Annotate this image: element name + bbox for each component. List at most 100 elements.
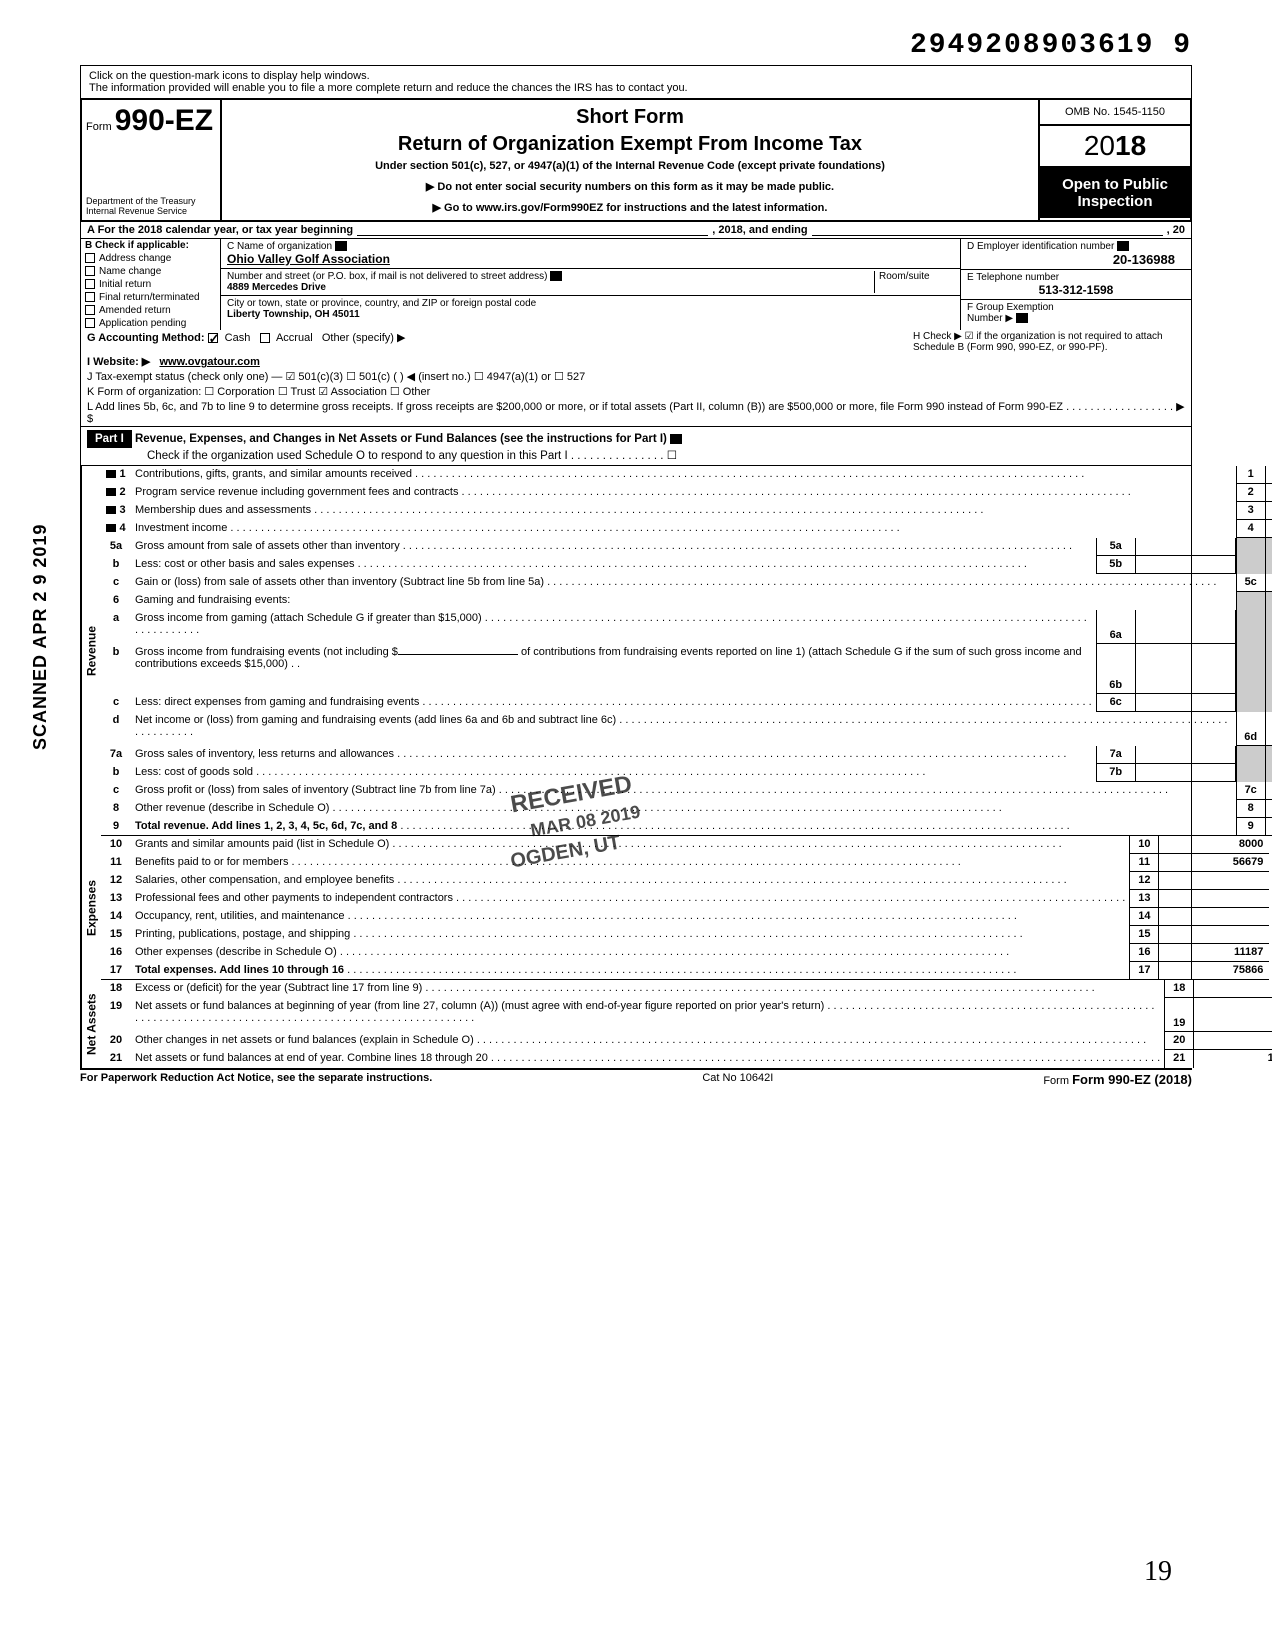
street-address: 4889 Mercedes Drive — [227, 282, 326, 293]
line-13-desc: Professional fees and other payments to … — [131, 890, 1129, 908]
line-14-value — [1159, 908, 1269, 926]
part-1-check: Check if the organization used Schedule … — [147, 450, 677, 462]
org-name: Ohio Valley Golf Association — [227, 252, 390, 266]
line-16-desc: Other expenses (describe in Schedule O) — [131, 944, 1129, 962]
line-12-desc: Salaries, other compensation, and employ… — [131, 872, 1129, 890]
line-20-value — [1194, 1032, 1272, 1050]
line-7c-desc: Gross profit or (loss) from sales of inv… — [131, 782, 1236, 800]
form-header: Form 990-EZ Department of the Treasury I… — [80, 98, 1192, 222]
part-1-header-row: Part I Revenue, Expenses, and Changes in… — [80, 427, 1192, 466]
scanned-stamp: SCANNED APR 2 9 2019 — [30, 524, 51, 750]
line-6-desc: Gaming and fundraising events: — [131, 592, 1236, 610]
line-15-desc: Printing, publications, postage, and shi… — [131, 926, 1129, 944]
line-4-value: 27 — [1266, 520, 1272, 538]
help-icon[interactable] — [106, 488, 116, 496]
help-line-1: Click on the question-mark icons to disp… — [89, 70, 1183, 82]
section-bcd: B Check if applicable: Address change Na… — [80, 239, 1192, 330]
line-10-value: 8000 — [1159, 836, 1269, 854]
line-5a-desc: Gross amount from sale of assets other t… — [131, 538, 1096, 556]
footer: For Paperwork Reduction Act Notice, see … — [80, 1069, 1192, 1089]
line-5c-value — [1266, 574, 1272, 592]
part-1-label: Part I — [87, 430, 132, 448]
checkbox-initial[interactable] — [85, 279, 95, 289]
line-4-desc: Investment income — [131, 520, 1236, 538]
help-icon[interactable] — [106, 506, 116, 514]
column-c-org-info: C Name of organization Ohio Valley Golf … — [221, 239, 961, 330]
help-icon[interactable] — [550, 271, 562, 281]
line-9-value: 77195 — [1266, 818, 1272, 835]
line-18-desc: Excess or (deficit) for the year (Subtra… — [131, 980, 1164, 998]
line-8-value — [1266, 800, 1272, 818]
department-label: Department of the Treasury Internal Reve… — [86, 196, 216, 216]
form-meta-box: OMB No. 1545-1150 2018 Open to Public In… — [1040, 100, 1190, 220]
lines-g-to-l: G Accounting Method: Cash Accrual Other … — [80, 330, 1192, 427]
line-15-value — [1159, 926, 1269, 944]
line-6d-value — [1266, 712, 1272, 746]
checkbox-cash[interactable] — [208, 333, 218, 343]
line-j: J Tax-exempt status (check only one) — ☑… — [87, 370, 905, 383]
line-h: H Check ▶ ☑ if the organization is not r… — [905, 331, 1185, 353]
column-def: D Employer identification number 20-1369… — [961, 239, 1191, 330]
line-8-desc: Other revenue (describe in Schedule O) — [131, 800, 1236, 818]
line-6a-desc: Gross income from gaming (attach Schedul… — [131, 610, 1096, 644]
line-2-desc: Program service revenue including govern… — [131, 484, 1236, 502]
help-icon[interactable] — [106, 524, 116, 532]
line-11-desc: Benefits paid to or for members — [131, 854, 1129, 872]
row-a-calendar-year: A For the 2018 calendar year, or tax yea… — [80, 222, 1192, 239]
line-10-desc: Grants and similar amounts paid (list in… — [131, 836, 1129, 854]
line-i: I Website: ▶ www.ovgatour.com — [87, 355, 905, 368]
checkbox-final[interactable] — [85, 292, 95, 302]
line-20-desc: Other changes in net assets or fund bala… — [131, 1032, 1164, 1050]
website-value: www.ovgatour.com — [159, 356, 259, 368]
city-state-zip: Liberty Township, OH 45011 — [227, 309, 360, 320]
line-6d-desc: Net income or (loss) from gaming and fun… — [131, 712, 1236, 746]
line-l: L Add lines 5b, 6c, and 7b to line 9 to … — [81, 399, 1191, 426]
line-7b-desc: Less: cost of goods sold — [131, 764, 1096, 782]
line-6b-desc: Gross income from fundraising events (no… — [131, 644, 1096, 694]
checkbox-amended[interactable] — [85, 305, 95, 315]
line-g: G Accounting Method: Cash Accrual Other … — [87, 331, 905, 353]
line-14-desc: Occupancy, rent, utilities, and maintena… — [131, 908, 1129, 926]
tax-year: 2018 — [1040, 126, 1190, 168]
checkbox-accrual[interactable] — [260, 333, 270, 343]
line-19-value: 9053 — [1194, 998, 1272, 1032]
help-icon[interactable] — [335, 241, 347, 251]
main-table: Revenue 1 Contributions, gifts, grants, … — [80, 466, 1192, 1069]
document-number: 2949208903619 9 — [80, 30, 1192, 61]
line-5b-desc: Less: cost or other basis and sales expe… — [131, 556, 1096, 574]
netassets-side-label: Net Assets — [81, 980, 101, 1068]
help-icon[interactable] — [1016, 313, 1028, 323]
line-2-value — [1266, 484, 1272, 502]
line-1-desc: Contributions, gifts, grants, and simila… — [131, 466, 1236, 484]
footer-right: Form Form 990-EZ (2018) — [1043, 1072, 1192, 1087]
form-number: Form 990-EZ — [86, 104, 216, 138]
subtitle: Under section 501(c), 527, or 4947(a)(1)… — [228, 160, 1032, 172]
line-17-desc: Total expenses. Add lines 10 through 16 — [131, 962, 1129, 979]
expenses-side-label: Expenses — [81, 836, 101, 980]
line-3-desc: Membership dues and assessments — [131, 502, 1236, 520]
short-form-label: Short Form — [228, 106, 1032, 129]
checkbox-address[interactable] — [85, 253, 95, 263]
help-line-2: The information provided will enable you… — [89, 82, 1183, 94]
omb-number: OMB No. 1545-1150 — [1040, 100, 1190, 126]
help-icon[interactable] — [1117, 241, 1129, 251]
page-number: 19 — [1144, 1556, 1172, 1588]
goto-link: ▶ Go to www.irs.gov/Form990EZ for instru… — [228, 201, 1032, 214]
line-6c-desc: Less: direct expenses from gaming and fu… — [131, 694, 1096, 712]
checkbox-pending[interactable] — [85, 318, 95, 328]
return-title: Return of Organization Exempt From Incom… — [228, 133, 1032, 156]
line-13-value — [1159, 890, 1269, 908]
line-9-desc: Total revenue. Add lines 1, 2, 3, 4, 5c,… — [131, 818, 1236, 835]
line-11-value: 56679 — [1159, 854, 1269, 872]
column-b-checkboxes: B Check if applicable: Address change Na… — [81, 239, 221, 330]
phone-value: 513-312-1598 — [967, 283, 1185, 297]
line-1-value: 3492 — [1266, 466, 1272, 484]
line-19-desc: Net assets or fund balances at beginning… — [131, 998, 1164, 1032]
help-instructions: Click on the question-mark icons to disp… — [80, 65, 1192, 98]
help-icon[interactable] — [106, 470, 116, 478]
ein-value: 20-136988 — [967, 252, 1185, 267]
help-icon[interactable] — [670, 434, 682, 444]
line-17-value: 75866 — [1159, 962, 1269, 979]
checkbox-name[interactable] — [85, 266, 95, 276]
line-7c-value — [1266, 782, 1272, 800]
